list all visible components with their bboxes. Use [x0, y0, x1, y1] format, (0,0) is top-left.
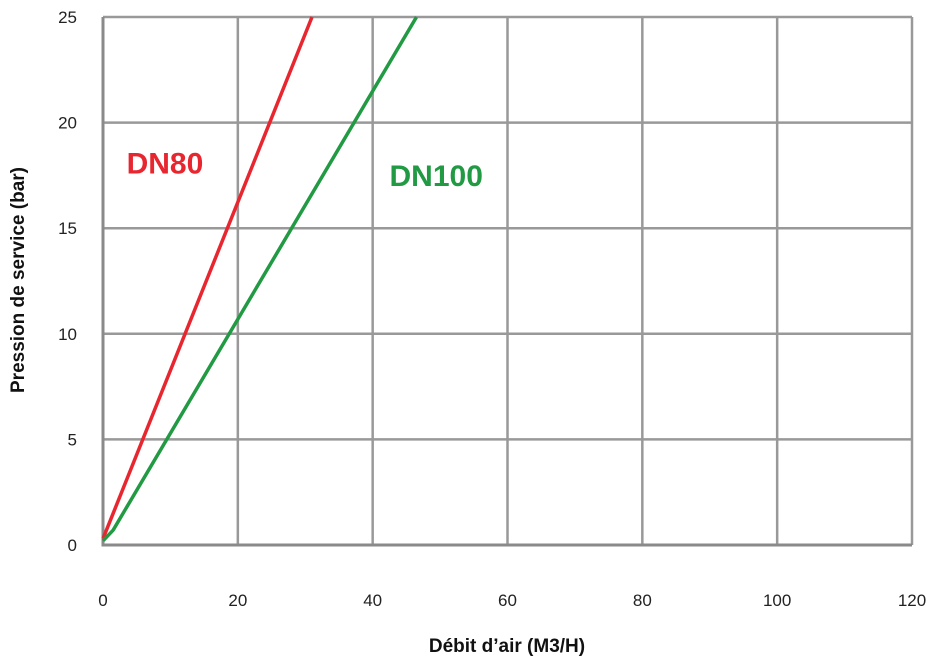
x-tick-label: 100 — [763, 591, 791, 610]
x-tick-label: 60 — [498, 591, 517, 610]
grid — [103, 15, 914, 545]
series-label-dn80: DN80 — [127, 147, 204, 180]
x-tick-label: 20 — [228, 591, 247, 610]
tick-labels: 0 20 40 60 80 100 120 0 5 10 15 20 25 — [58, 8, 926, 610]
y-tick-label: 20 — [58, 114, 77, 133]
x-tick-label: 120 — [898, 591, 926, 610]
series-label-dn100: DN100 — [390, 160, 483, 193]
y-tick-label: 10 — [58, 325, 77, 344]
y-axis-title: Pression de service (bar) — [8, 167, 29, 393]
series-labels: DN80 DN100 — [127, 147, 483, 193]
x-axis-title: Débit d’air (M3/H) — [429, 636, 585, 657]
series-line-dn100 — [101, 16, 419, 543]
y-tick-label: 25 — [58, 8, 77, 27]
series-line-dn80 — [101, 16, 314, 540]
y-tick-label: 5 — [68, 430, 77, 449]
y-tick-label: 15 — [58, 219, 77, 238]
y-tick-label: 0 — [68, 536, 77, 555]
axes — [101, 17, 912, 547]
x-tick-label: 0 — [98, 591, 107, 610]
x-tick-label: 80 — [633, 591, 652, 610]
series-lines — [101, 16, 419, 543]
x-tick-label: 40 — [363, 591, 382, 610]
